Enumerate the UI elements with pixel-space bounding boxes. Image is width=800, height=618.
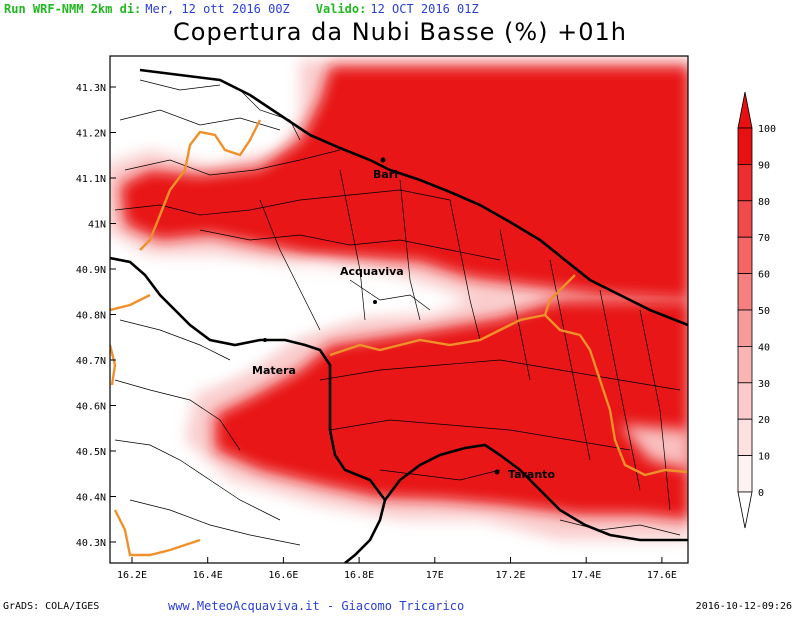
colorbar-label: 100 — [758, 124, 776, 135]
lat-tick-label: 41.3N — [76, 83, 106, 94]
footer-credit-link[interactable]: www.MeteoAcquaviva.it - Giacomo Tricaric… — [168, 599, 465, 613]
lat-tick-label: 40.5N — [76, 447, 106, 458]
colorbar-swatch — [737, 200, 753, 238]
lon-tick-label: 16.2E — [117, 570, 147, 581]
footer-software: GrADS: COLA/IGES — [3, 601, 100, 612]
footer-timestamp: 2016-10-12-09:26 — [695, 601, 792, 612]
lon-tick-label: 16.8E — [344, 570, 374, 581]
colorbar-swatch — [737, 127, 753, 165]
region-boundaries — [110, 119, 688, 557]
colorbar-label: 0 — [758, 488, 764, 499]
lat-tick-label: 40.8N — [76, 311, 106, 322]
city-label-matera: Matera — [252, 364, 296, 377]
colorbar-top-arrow — [737, 91, 753, 129]
lat-tick-label: 40.6N — [76, 402, 106, 413]
map-border — [109, 55, 689, 564]
colorbar-label: 80 — [758, 197, 770, 208]
colorbar-label: 10 — [758, 452, 770, 463]
colorbar-swatch — [737, 418, 753, 457]
lon-tick-label: 17.2E — [495, 570, 525, 581]
lat-tick-label: 41.2N — [76, 129, 106, 140]
bari-marker — [380, 157, 386, 163]
coastline — [110, 68, 688, 563]
colorbar-label: 40 — [758, 342, 770, 353]
lon-tick-label: 17E — [426, 570, 444, 581]
colorbar-label: 70 — [758, 233, 770, 244]
colorbar-label: 20 — [758, 415, 770, 426]
valid-date: 12 OCT 2016 01Z — [370, 2, 479, 16]
acquaviva-marker — [373, 300, 377, 304]
lat-tick-label: 40.4N — [76, 493, 106, 504]
city-label-taranto: Taranto — [508, 468, 555, 481]
colorbar-swatch — [737, 382, 753, 420]
colorbar-label: 90 — [758, 160, 770, 171]
colorbar-swatch — [737, 455, 753, 493]
run-label: Run WRF-NMM 2km di: — [4, 2, 142, 16]
colorbar-swatch — [737, 163, 753, 202]
lon-tick-label: 17.4E — [571, 570, 601, 581]
city-markers — [263, 157, 500, 475]
cloud-band-north — [120, 66, 688, 300]
colorbar-swatch — [737, 345, 753, 384]
colorbar-swatch — [737, 273, 753, 311]
colorbar-swatch — [737, 309, 753, 347]
colorbar-swatch — [737, 236, 753, 274]
lat-tick-label: 40.7N — [76, 356, 106, 367]
cloud-cover-field — [110, 60, 688, 563]
city-label-bari: Bari — [373, 168, 398, 181]
valid-label: Valido: — [315, 2, 367, 16]
run-date: Mer, 12 ott 2016 00Z — [145, 2, 290, 16]
lat-tick-label: 40.3N — [76, 538, 106, 549]
map-title: Copertura da Nubi Basse (%) +01h — [173, 18, 627, 46]
longitude-axis: 16.2E 16.4E 16.6E 16.8E 17E 17.2E 17.4E 17.6E — [117, 557, 677, 581]
colorbar-label: 50 — [758, 306, 770, 317]
lat-tick-label: 41N — [88, 220, 106, 231]
colorbar-label: 30 — [758, 379, 770, 390]
lon-tick-label: 16.4E — [193, 570, 223, 581]
run-info-header: Run WRF-NMM 2km di: Mer, 12 ott 2016 00Z V… — [4, 2, 479, 16]
lon-tick-label: 17.6E — [647, 570, 677, 581]
colorbar-bottom-arrow — [737, 491, 753, 529]
lon-tick-label: 16.6E — [268, 570, 298, 581]
lat-tick-label: 40.9N — [76, 265, 106, 276]
clear-gap — [195, 262, 688, 470]
city-label-acquaviva: Acquaviva — [340, 265, 404, 278]
lat-tick-label: 41.1N — [76, 174, 106, 185]
matera-marker — [263, 338, 267, 342]
taranto-marker — [494, 469, 500, 475]
latitude-axis: 41.3N 41.2N 41.1N 41N 40.9N 40.8N 40.7N 40.6N 40… — [76, 83, 116, 549]
colorbar-label: 60 — [758, 270, 770, 281]
